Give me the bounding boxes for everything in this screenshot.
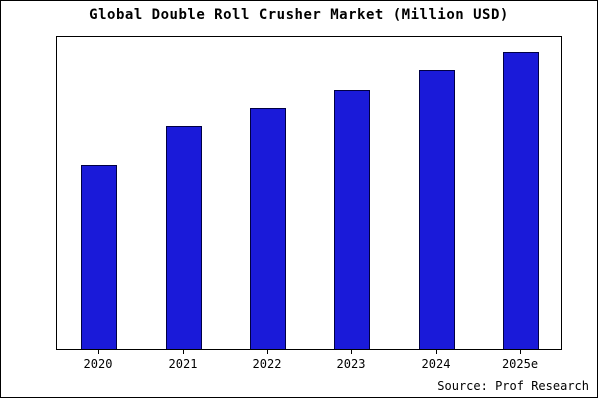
bar-2023 bbox=[334, 90, 370, 349]
x-tick-label-2023: 2023 bbox=[336, 357, 366, 371]
bar-2024 bbox=[419, 70, 455, 349]
x-tick bbox=[98, 350, 99, 354]
plot-area bbox=[56, 36, 562, 350]
x-tick-label-2024: 2024 bbox=[421, 357, 451, 371]
x-tick-label-2020: 2020 bbox=[83, 357, 113, 371]
x-tick bbox=[351, 350, 352, 354]
x-tick bbox=[436, 350, 437, 354]
x-tick-label-2022: 2022 bbox=[252, 357, 282, 371]
bar-2020 bbox=[81, 165, 117, 349]
x-tick bbox=[183, 350, 184, 354]
x-tick bbox=[520, 350, 521, 354]
x-tick-label-2025e: 2025e bbox=[501, 357, 539, 371]
bar-2021 bbox=[166, 126, 202, 349]
bar-2025e bbox=[503, 52, 539, 349]
x-tick bbox=[267, 350, 268, 354]
bar-2022 bbox=[250, 108, 286, 349]
chart-title: Global Double Roll Crusher Market (Milli… bbox=[89, 7, 509, 23]
source-note: Source: Prof Research bbox=[437, 379, 589, 393]
x-tick-label-2021: 2021 bbox=[168, 357, 198, 371]
